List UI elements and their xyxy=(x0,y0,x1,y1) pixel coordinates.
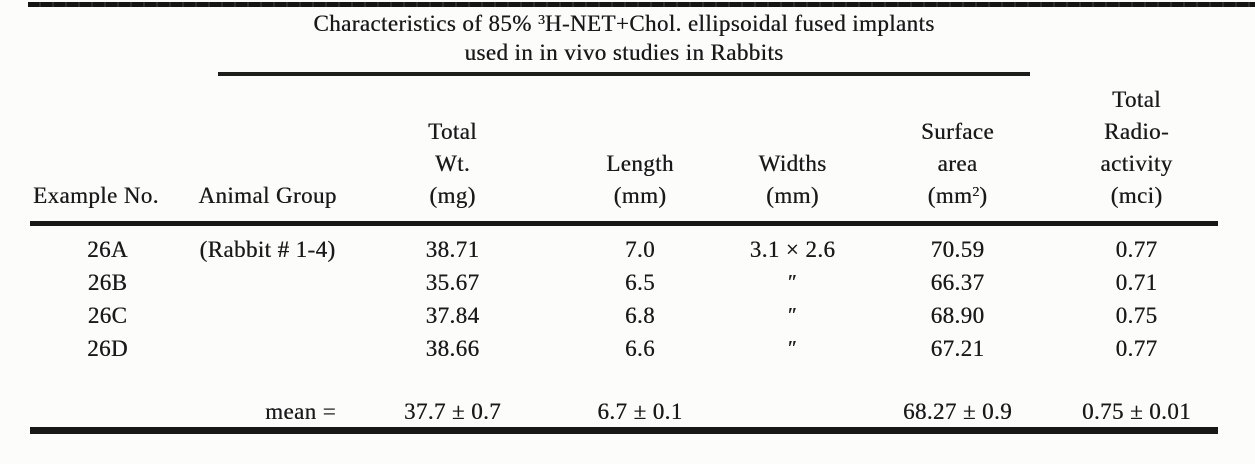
column-header-total-wt: Total Wt. (mg) xyxy=(350,82,555,226)
table-title-line2: used in in vivo studies in Rabbits xyxy=(464,40,784,65)
cell-animal-group xyxy=(185,332,350,365)
cell-total-wt: 38.71 xyxy=(425,236,480,262)
table-title: Characteristics of 85% 3H-NET+Chol. elli… xyxy=(218,9,1030,76)
cell-surface-area: 67.21 xyxy=(930,335,985,361)
cell-radioactivity: 0.71 xyxy=(1115,269,1158,295)
cell-radioactivity: 0.75 xyxy=(1115,302,1158,328)
squared-superscript: 2 xyxy=(972,185,980,200)
column-header-example-no: Example No. xyxy=(30,82,185,226)
table-row-26a: 26A (Rabbit # 1-4) 38.71 7.0 3.1 × 2.6 7… xyxy=(30,224,1218,267)
column-header-widths: Widths (mm) xyxy=(725,82,860,226)
cell-animal-group: (Rabbit # 1-4) xyxy=(199,236,336,262)
cell-total-wt: 38.66 xyxy=(425,335,480,361)
cell-mean-surface-area: 68.27 ± 0.9 xyxy=(860,365,1055,434)
table-top-rule xyxy=(28,2,1255,7)
cell-widths-ditto-mark: ″ xyxy=(787,270,798,294)
cell-widths-ditto-mark: ″ xyxy=(787,336,798,360)
cell-length: 6.6 xyxy=(625,335,655,361)
column-header-surface-area: Surface area (mm2) xyxy=(860,82,1055,226)
table-row-26d: 26D 38.66 6.6 ″ 67.21 0.77 xyxy=(30,332,1218,365)
header-row: Example No. Animal Group Total Wt. (mg) … xyxy=(30,82,1218,226)
mean-label: mean = xyxy=(185,365,350,434)
cell-example-no: 26A xyxy=(87,236,128,262)
cell-animal-group xyxy=(185,299,350,332)
cell-widths-ditto-mark: ″ xyxy=(787,303,798,327)
table-row-mean: mean = 37.7 ± 0.7 6.7 ± 0.1 68.27 ± 0.9 … xyxy=(30,365,1218,434)
cell-surface-area: 68.90 xyxy=(930,302,985,328)
cell-example-no: 26B xyxy=(87,269,128,295)
cell-surface-area: 70.59 xyxy=(930,236,985,262)
cell-surface-area: 66.37 xyxy=(930,269,985,295)
cell-total-wt: 35.67 xyxy=(425,269,480,295)
cell-example-no: 26D xyxy=(87,335,128,361)
cell-empty xyxy=(725,365,860,434)
cell-radioactivity: 0.77 xyxy=(1115,335,1158,361)
cell-radioactivity: 0.77 xyxy=(1115,236,1158,262)
implant-characteristics-table: Example No. Animal Group Total Wt. (mg) … xyxy=(30,82,1218,434)
table-row-26c: 26C 37.84 6.8 ″ 68.90 0.75 xyxy=(30,299,1218,332)
cell-length: 6.5 xyxy=(625,269,655,295)
table-title-line1: Characteristics of 85% 3H-NET+Chol. elli… xyxy=(313,11,935,36)
cell-mean-total-wt: 37.7 ± 0.7 xyxy=(350,365,555,434)
cell-mean-radioactivity: 0.75 ± 0.01 xyxy=(1055,365,1218,434)
cell-mean-length: 6.7 ± 0.1 xyxy=(555,365,725,434)
cell-animal-group xyxy=(185,266,350,299)
table-row-26b: 26B 35.67 6.5 ″ 66.37 0.71 xyxy=(30,266,1218,299)
column-header-length: Length (mm) xyxy=(555,82,725,226)
isotope-superscript: 3 xyxy=(537,13,545,28)
column-header-radioactivity: Total Radio- activity (mci) xyxy=(1055,82,1218,226)
cell-example-no: 26C xyxy=(87,302,128,328)
cell-empty xyxy=(30,365,185,434)
cell-total-wt: 37.84 xyxy=(425,302,480,328)
cell-length: 7.0 xyxy=(625,236,655,262)
cell-widths: 3.1 × 2.6 xyxy=(749,236,836,262)
column-header-animal-group: Animal Group xyxy=(185,82,350,226)
cell-length: 6.8 xyxy=(625,302,655,328)
